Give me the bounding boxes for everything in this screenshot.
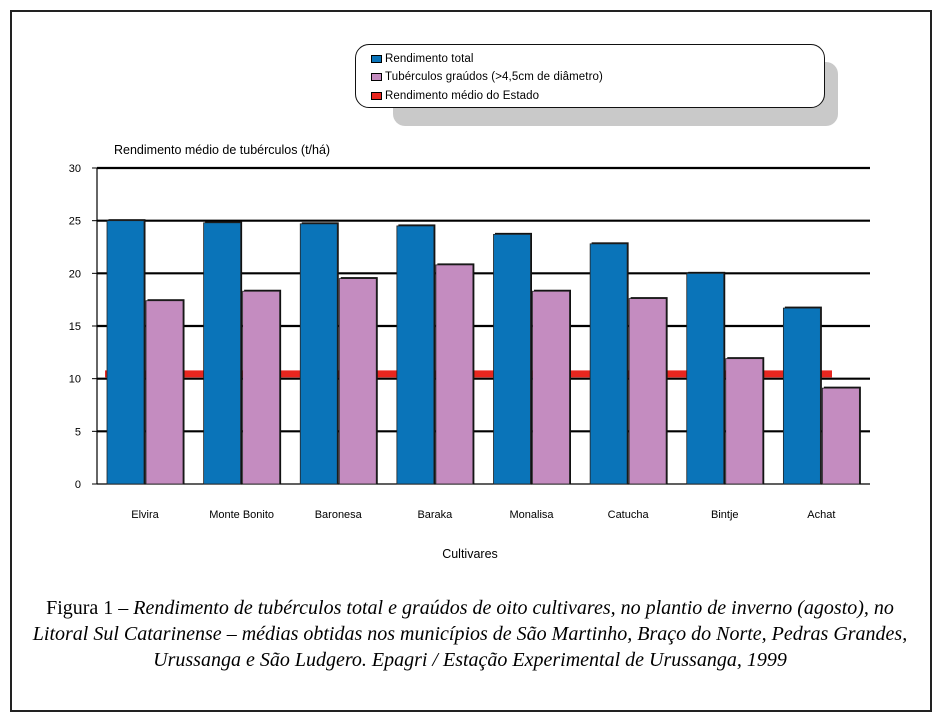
bar-total-1 <box>203 222 242 485</box>
bar-graudos-1 <box>242 290 281 485</box>
x-tick-label: Monte Bonito <box>209 509 274 521</box>
legend-item-total: Rendimento total <box>371 51 474 67</box>
bar-graudos-2 <box>338 278 377 485</box>
y-tick-label: 5 <box>75 426 81 438</box>
bar-total-7 <box>782 307 821 485</box>
legend-swatch-graudos <box>371 73 382 81</box>
bar-total-3 <box>396 225 435 485</box>
y-tick-label: 0 <box>75 479 81 491</box>
bar-graudos-6 <box>725 358 764 485</box>
x-tick-label: Achat <box>807 509 835 521</box>
bar-total-0 <box>106 220 145 485</box>
chart-legend: Rendimento total Tubérculos graúdos (>4,… <box>355 44 825 108</box>
y-tick-label: 10 <box>69 374 81 386</box>
bar-graudos-0 <box>145 300 184 485</box>
bar-graudos-3 <box>435 264 474 485</box>
x-tick-label: Catucha <box>608 509 650 521</box>
bars <box>106 219 861 485</box>
y-tick-label: 25 <box>69 216 81 228</box>
caption-body: Rendimento de tubérculos total e graúdos… <box>32 597 908 671</box>
legend-item-graudos: Tubérculos graúdos (>4,5cm de diâmetro) <box>371 69 603 85</box>
legend-swatch-estado <box>371 92 382 100</box>
x-tick-label: Elvira <box>131 509 159 521</box>
bar-total-4 <box>493 233 531 485</box>
legend-label-estado: Rendimento médio do Estado <box>385 90 540 102</box>
bar-total-5 <box>589 243 628 485</box>
y-tick-label: 30 <box>69 163 81 175</box>
x-axis-ticks: Elvira Monte Bonito Baronesa Baraka Monalisa… <box>131 509 835 521</box>
y-axis-ticks: 0 5 10 15 20 25 30 <box>69 163 81 491</box>
x-axis-title: Cultivares <box>442 547 498 561</box>
legend-label-graudos: Tubérculos graúdos (>4,5cm de diâmetro) <box>385 71 603 83</box>
x-tick-label: Bintje <box>711 509 739 521</box>
bar-graudos-4 <box>532 290 570 485</box>
legend-swatch-total <box>371 55 382 63</box>
y-tick-label: 20 <box>69 268 81 280</box>
y-tick-label: 15 <box>69 321 81 333</box>
caption-lead: Figura 1 – <box>46 597 134 619</box>
x-tick-label: Baronesa <box>315 509 363 521</box>
bar-graudos-5 <box>628 298 667 485</box>
legend-item-estado: Rendimento médio do Estado <box>371 88 539 104</box>
x-tick-label: Monalisa <box>509 509 554 521</box>
bar-total-6 <box>686 272 725 485</box>
figure-caption: Figura 1 – Rendimento de tubérculos tota… <box>30 595 910 673</box>
legend-label-total: Rendimento total <box>385 53 474 65</box>
bar-total-2 <box>299 223 338 485</box>
x-tick-label: Baraka <box>417 509 453 521</box>
bar-graudos-7 <box>821 387 860 485</box>
y-axis-title: Rendimento médio de tubérculos (t/há) <box>114 143 331 157</box>
